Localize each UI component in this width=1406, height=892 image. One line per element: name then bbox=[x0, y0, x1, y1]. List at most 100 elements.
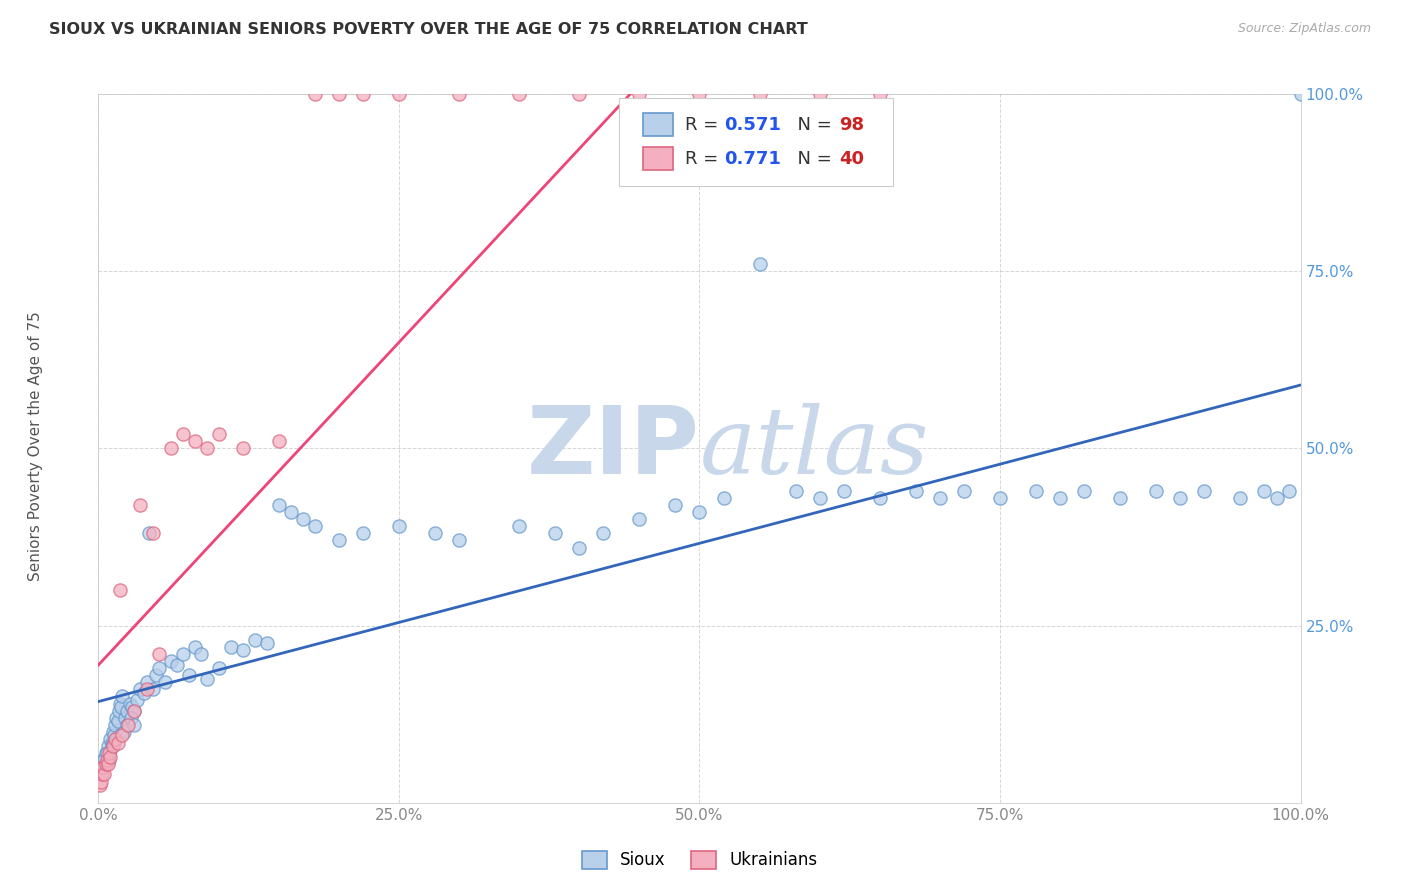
Point bbox=[108, 583, 131, 598]
Point bbox=[94, 746, 117, 760]
Text: atlas: atlas bbox=[699, 403, 929, 493]
Point bbox=[153, 675, 176, 690]
Point bbox=[135, 675, 157, 690]
Point bbox=[1049, 491, 1071, 505]
Point bbox=[148, 661, 170, 675]
Point bbox=[124, 704, 146, 718]
Point bbox=[988, 491, 1011, 505]
Point bbox=[195, 442, 218, 455]
Point bbox=[98, 746, 121, 760]
Point bbox=[148, 647, 170, 661]
Point bbox=[100, 735, 122, 749]
Point bbox=[105, 731, 128, 746]
Point bbox=[112, 724, 135, 739]
Point bbox=[748, 87, 770, 101]
Point bbox=[1253, 483, 1275, 498]
Point bbox=[869, 87, 891, 101]
Point bbox=[748, 257, 770, 271]
Point bbox=[132, 686, 155, 700]
Text: R =: R = bbox=[685, 116, 724, 134]
Point bbox=[125, 693, 148, 707]
Point bbox=[928, 491, 950, 505]
Point bbox=[96, 746, 118, 760]
Point bbox=[145, 668, 167, 682]
Point bbox=[869, 491, 891, 505]
Point bbox=[159, 654, 181, 668]
Point bbox=[688, 87, 710, 101]
Point bbox=[98, 753, 121, 767]
Point bbox=[183, 640, 205, 654]
Point bbox=[91, 760, 114, 774]
Point bbox=[267, 498, 290, 512]
Point bbox=[94, 756, 117, 771]
Point bbox=[172, 427, 194, 442]
Point bbox=[114, 711, 136, 725]
Point bbox=[628, 512, 651, 526]
Point bbox=[423, 526, 446, 541]
Text: N =: N = bbox=[786, 116, 838, 134]
Point bbox=[93, 756, 115, 771]
Point bbox=[688, 505, 710, 519]
Point bbox=[628, 87, 651, 101]
Point bbox=[117, 704, 139, 718]
Point bbox=[243, 632, 266, 647]
Point bbox=[98, 746, 121, 760]
Point bbox=[129, 498, 152, 512]
Point bbox=[96, 753, 118, 767]
Point bbox=[91, 753, 114, 767]
Point bbox=[93, 753, 115, 767]
Point bbox=[1289, 87, 1312, 101]
Text: N =: N = bbox=[786, 150, 838, 168]
Point bbox=[1194, 483, 1216, 498]
Point bbox=[96, 749, 118, 764]
Point bbox=[90, 767, 112, 781]
Point bbox=[117, 718, 139, 732]
Text: ZIP: ZIP bbox=[527, 402, 699, 494]
Point bbox=[208, 661, 231, 675]
Point bbox=[101, 724, 124, 739]
Point bbox=[1170, 491, 1192, 505]
Point bbox=[117, 718, 139, 732]
Point bbox=[388, 519, 411, 533]
Point bbox=[105, 711, 128, 725]
Text: 98: 98 bbox=[839, 116, 865, 134]
Point bbox=[256, 636, 278, 650]
Text: Seniors Poverty Over the Age of 75: Seniors Poverty Over the Age of 75 bbox=[28, 311, 42, 581]
Point bbox=[135, 682, 157, 697]
Point bbox=[121, 700, 143, 714]
Point bbox=[124, 718, 146, 732]
Point bbox=[785, 483, 807, 498]
Point bbox=[328, 533, 350, 548]
Point bbox=[1265, 491, 1288, 505]
Point bbox=[166, 657, 188, 672]
Point bbox=[447, 87, 470, 101]
Point bbox=[208, 427, 231, 442]
Text: Source: ZipAtlas.com: Source: ZipAtlas.com bbox=[1237, 22, 1371, 36]
Point bbox=[280, 505, 302, 519]
Point bbox=[190, 647, 212, 661]
Point bbox=[107, 714, 129, 729]
Point bbox=[141, 526, 163, 541]
Point bbox=[91, 760, 114, 774]
Point bbox=[100, 731, 122, 746]
Point bbox=[808, 87, 831, 101]
Point bbox=[508, 519, 530, 533]
Point bbox=[219, 640, 242, 654]
Point bbox=[1229, 491, 1251, 505]
Point bbox=[1073, 483, 1095, 498]
Point bbox=[953, 483, 976, 498]
Point bbox=[304, 87, 326, 101]
Point bbox=[100, 749, 122, 764]
Point bbox=[177, 668, 200, 682]
Point bbox=[508, 87, 530, 101]
Point bbox=[832, 483, 855, 498]
Point bbox=[108, 728, 131, 742]
Point bbox=[89, 778, 111, 792]
Point bbox=[104, 718, 127, 732]
Point bbox=[388, 87, 411, 101]
Point bbox=[267, 434, 290, 449]
Text: 0.771: 0.771 bbox=[724, 150, 780, 168]
Point bbox=[108, 704, 131, 718]
Point bbox=[100, 739, 122, 753]
Point bbox=[108, 697, 131, 711]
